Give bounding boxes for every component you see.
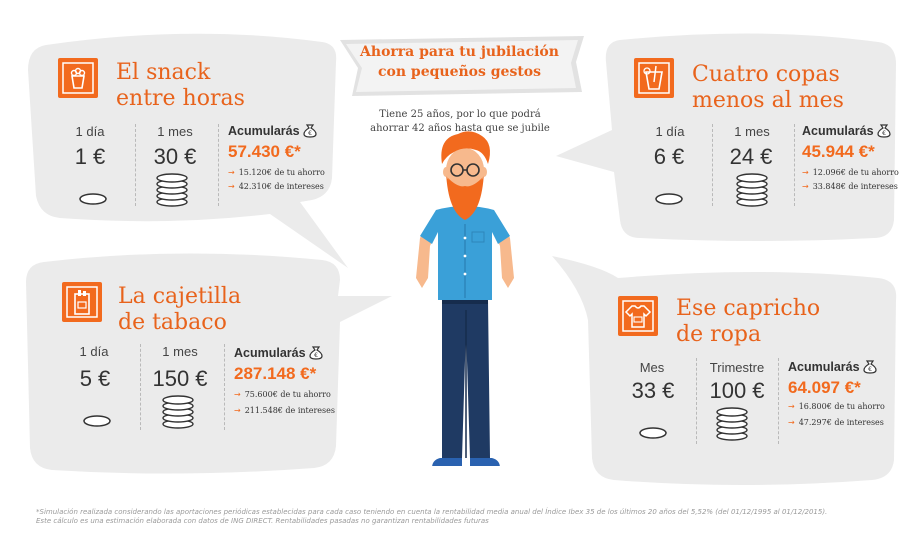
coin-stack-icon [156, 173, 188, 207]
money-bag-icon: € [863, 360, 877, 374]
savings-line: → 75.600€ de tu ahorro [234, 390, 331, 399]
accumulate-label: Acumularás [234, 346, 306, 360]
interest-line: → 42.310€ de intereses [228, 182, 324, 191]
page-title-line2: con pequeños gestos [377, 64, 542, 80]
card-title-line2: entre horas [116, 86, 245, 111]
single-coin-icon [79, 193, 107, 205]
col1-value: 5 € [79, 366, 111, 391]
accumulate-value: 57.430 €* [228, 142, 301, 161]
col2-label: Trimestre [709, 360, 765, 375]
accumulate-label: Acumularás [802, 124, 874, 138]
cigarette-pack-icon [62, 282, 102, 322]
divider [135, 124, 136, 206]
svg-text:€: € [314, 352, 318, 359]
savings-line: → 15.120€ de tu ahorro [228, 168, 325, 177]
col2-value: 150 € [152, 366, 208, 391]
accumulate-value: 287.148 €* [234, 364, 317, 383]
card-title: La cajetilla de tabaco [118, 284, 241, 336]
accumulate-label: Acumularás [788, 360, 860, 374]
card-title: Ese capricho de ropa [676, 296, 820, 348]
card-title: Cuatro copas menos al mes [692, 62, 844, 114]
subtitle-line2: ahorrar 42 años hasta que se jubile [370, 123, 550, 134]
card-title-line2: de ropa [676, 322, 762, 347]
col1-label: Mes [639, 360, 665, 375]
col2-label: 1 mes [162, 344, 198, 359]
card-title-line1: El snack [116, 60, 211, 85]
svg-text:€: € [882, 130, 886, 137]
interest-line: → 33.848€ de intereses [802, 182, 898, 191]
coin-stack-icon [716, 407, 748, 441]
col1-label: 1 día [655, 124, 685, 139]
col1-value: 1 € [74, 144, 106, 169]
drink-icon [634, 58, 674, 98]
accumulate-label: Acumularás [228, 124, 300, 138]
card-title-line1: Cuatro copas [692, 62, 840, 87]
card-title-line1: La cajetilla [118, 284, 242, 309]
money-bag-icon: € [309, 346, 323, 360]
col1-value: 33 € [631, 378, 675, 403]
interest-line: → 47.297€ de intereses [788, 418, 884, 427]
man-illustration [416, 131, 514, 469]
interest-line: → 211.548€ de intereses [234, 406, 335, 415]
accumulate-value: 64.097 €* [788, 378, 861, 397]
coin-stack-icon [736, 173, 768, 207]
page-subtitle: Tiene 25 años, por lo que podrá ahorrar … [355, 108, 565, 136]
col1-label: 1 día [79, 344, 109, 359]
card-title-line2: menos al mes [692, 88, 844, 113]
page-title: Ahorra para tu jubilación con pequeños g… [337, 42, 582, 82]
footnote-line1: *Simulación realizada considerando las a… [36, 508, 828, 516]
money-bag-icon: € [877, 124, 891, 138]
col2-value: 30 € [153, 144, 197, 169]
col2-label: 1 mes [734, 124, 770, 139]
divider [224, 344, 225, 430]
col2-value: 24 € [729, 144, 773, 169]
single-coin-icon [83, 415, 111, 427]
page-title-line1: Ahorra para tu jubilación [360, 44, 559, 60]
savings-line: → 12.096€ de tu ahorro [802, 168, 899, 177]
divider [696, 358, 697, 444]
divider [218, 124, 219, 206]
svg-text:€: € [868, 366, 872, 373]
snack-icon [58, 58, 98, 98]
single-coin-icon [655, 193, 683, 205]
accumulate-value: 45.944 €* [802, 142, 875, 161]
card-title-line2: de tabaco [118, 310, 227, 335]
col2-value: 100 € [709, 378, 765, 403]
divider [794, 124, 795, 206]
tshirt-icon [618, 296, 658, 336]
card-title: El snack entre horas [116, 60, 245, 112]
coin-stack-icon [162, 395, 194, 429]
money-bag-icon: € [303, 124, 317, 138]
col2-label: 1 mes [157, 124, 193, 139]
savings-line: → 16.800€ de tu ahorro [788, 402, 885, 411]
col1-value: 6 € [653, 144, 685, 169]
subtitle-line1: Tiene 25 años, por lo que podrá [379, 109, 541, 120]
divider [140, 344, 141, 430]
divider [712, 124, 713, 206]
footnote-line2: Este cálculo es una estimación elaborada… [36, 517, 489, 525]
card-title-line1: Ese capricho [676, 296, 821, 321]
disclaimer-footnote: *Simulación realizada considerando las a… [36, 508, 896, 526]
single-coin-icon [639, 427, 667, 439]
divider [778, 358, 779, 444]
col1-label: 1 día [75, 124, 105, 139]
svg-text:€: € [308, 130, 312, 137]
